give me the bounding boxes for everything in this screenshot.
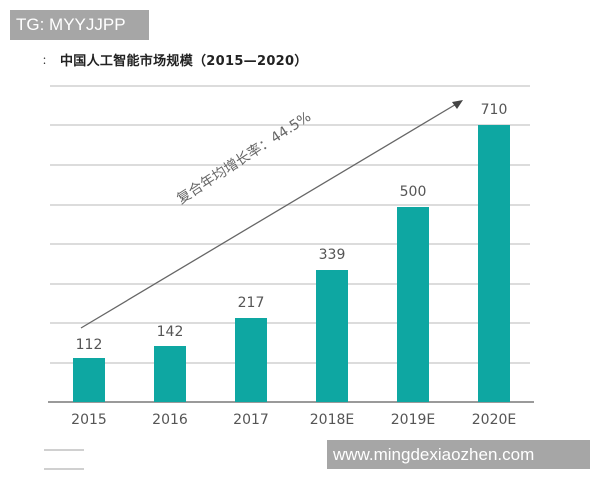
chart-title: 中国人工智能市场规模（2015—2020） <box>60 53 308 69</box>
watermark-bottom: www.mingdexiaozhen.com <box>327 440 590 469</box>
value-label: 112 <box>75 337 103 353</box>
title-bullet: ： <box>42 55 52 67</box>
bar-2017 <box>235 318 267 402</box>
watermark-top: TG: MYYJJPP <box>10 10 149 40</box>
gridline <box>50 124 530 126</box>
gridline <box>50 164 530 166</box>
gridline <box>50 243 530 245</box>
source-note-faint <box>44 436 244 470</box>
x-tick-label: 2020E <box>471 412 517 428</box>
gridline <box>50 362 530 364</box>
chart-title-row: ： 中国人工智能市场规模（2015—2020） <box>42 48 308 70</box>
gridline <box>50 283 530 285</box>
x-tick-label: 2018E <box>309 412 355 428</box>
value-label: 217 <box>237 295 265 311</box>
bar-2019e <box>397 207 429 402</box>
gridline <box>50 85 530 87</box>
x-tick-label: 2017 <box>233 412 269 428</box>
gridline <box>50 322 530 324</box>
x-axis-line <box>48 401 534 403</box>
bar-2015 <box>73 358 105 402</box>
value-label: 339 <box>318 247 346 263</box>
value-label: 500 <box>399 184 427 200</box>
bar-2020e <box>478 125 510 402</box>
bar-2018e <box>316 270 348 402</box>
value-label: 142 <box>156 324 184 340</box>
gridline <box>50 204 530 206</box>
bar-2016 <box>154 346 186 402</box>
value-label: 710 <box>480 102 508 118</box>
x-tick-label: 2019E <box>390 412 436 428</box>
x-tick-label: 2015 <box>71 412 107 428</box>
x-tick-label: 2016 <box>152 412 188 428</box>
